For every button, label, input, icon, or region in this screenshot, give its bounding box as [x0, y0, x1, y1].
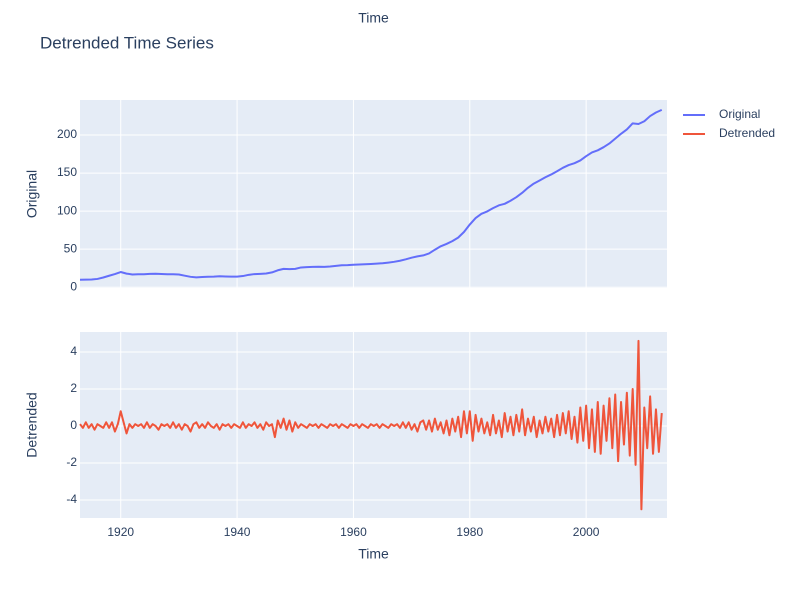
y-tick-label: -2	[66, 455, 77, 469]
legend-label: Original	[719, 107, 760, 121]
y-tick-label: 200	[57, 127, 77, 141]
x-tick-label: 2000	[573, 525, 600, 539]
legend-label: Detrended	[719, 126, 775, 140]
x-axis-title: Time	[358, 546, 389, 562]
y-axis-title: Original	[24, 170, 40, 218]
y-tick-label: 4	[70, 344, 77, 358]
x-tick-label: 1960	[340, 525, 367, 539]
y-tick-label: 150	[57, 165, 77, 179]
y-tick-label: 0	[70, 418, 77, 432]
x-axis-title: Time	[358, 10, 389, 26]
series-line	[79, 339, 663, 511]
y-axis-title: Detrended	[24, 392, 40, 457]
plot-background	[80, 100, 667, 288]
x-tick-label: 1980	[456, 525, 483, 539]
series-line	[79, 108, 663, 281]
y-tick-label: 2	[70, 381, 77, 395]
x-tick-label: 1940	[224, 525, 251, 539]
chart-title: Detrended Time Series	[40, 33, 214, 52]
y-tick-label: 0	[70, 279, 77, 293]
y-tick-label: 50	[64, 241, 78, 255]
y-tick-label: 100	[57, 203, 77, 217]
y-tick-label: -4	[66, 492, 77, 506]
x-tick-label: 1920	[107, 525, 134, 539]
